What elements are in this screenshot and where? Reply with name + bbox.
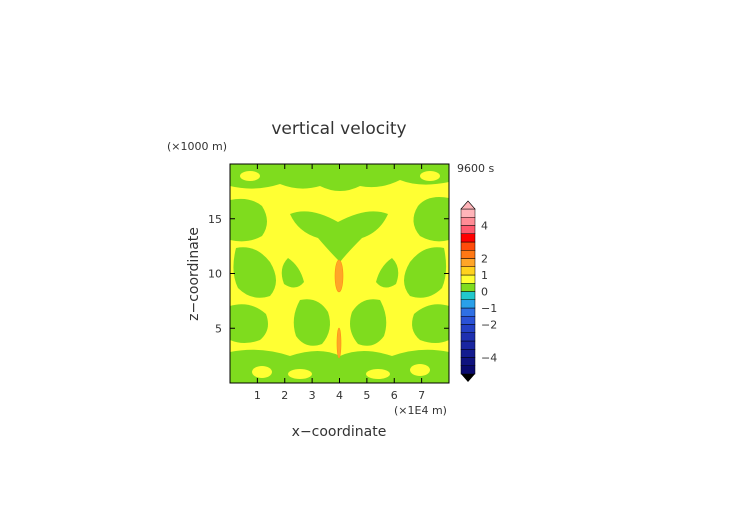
colorbar-segment	[460, 307, 476, 317]
colorbar-segment	[460, 258, 476, 267]
colorbar-segment	[460, 274, 476, 284]
x-axis-ticks: 1 2 3 4 5 6 7	[254, 164, 425, 402]
colorbar-tick-label: −2	[481, 319, 497, 332]
x-tick-label: 2	[281, 389, 288, 402]
x-tick-label: 1	[254, 389, 261, 402]
positive-pockets	[240, 171, 440, 379]
time-label: 9600 s	[457, 162, 494, 175]
colorbar-segment	[460, 266, 476, 276]
y-tick-label: 15	[208, 213, 222, 226]
x-tick-label: 6	[391, 389, 398, 402]
colorbar-segment	[460, 208, 476, 218]
colorbar-tick-label: 4	[481, 220, 488, 233]
colorbar-segment	[460, 225, 476, 234]
colorbar-segment	[460, 241, 476, 251]
x-tick-label: 5	[363, 389, 370, 402]
colorbar-segment	[460, 250, 476, 259]
x-axis-label: x−coordinate	[292, 424, 387, 440]
colorbar-segment	[460, 340, 476, 350]
colorbar-segment	[460, 365, 476, 375]
colorbar-tick-label: −1	[481, 302, 497, 315]
contour-field	[230, 164, 449, 383]
colorbar-segment	[460, 233, 476, 243]
colorbar-tick-label: 0	[481, 286, 488, 299]
y-axis-label: z−coordinate	[186, 227, 202, 321]
colorbar-segment	[460, 316, 476, 325]
colorbar-max-triangle	[460, 200, 476, 210]
colorbar-segment	[460, 217, 476, 226]
colorbar-segment	[460, 357, 476, 366]
y-axis-ticks: 5 10 15	[208, 213, 449, 335]
velocity-maxima	[334, 259, 344, 359]
colorbar-tick-label: 1	[481, 269, 488, 282]
plot-area: 1 2 3 4 5 6 7 5 10 15	[208, 163, 450, 402]
y-tick-label: 10	[208, 268, 222, 281]
x-unit-label: (×1E4 m)	[394, 404, 447, 417]
x-tick-label: 3	[309, 389, 316, 402]
colorbar-segment	[460, 349, 476, 358]
y-unit-label: (×1000 m)	[167, 140, 227, 153]
colorbar-tick-label: 2	[481, 253, 488, 266]
y-tick-label: 5	[215, 322, 222, 335]
x-tick-label: 4	[336, 389, 343, 402]
x-tick-label: 7	[418, 389, 425, 402]
negative-velocity-regions	[230, 164, 449, 383]
colorbar-segment	[460, 283, 476, 292]
colorbar-segment	[460, 324, 476, 333]
colorbar-segment	[460, 299, 476, 309]
colorbar-segment	[460, 291, 476, 300]
colorbar-segment	[460, 332, 476, 342]
colorbar-tick-label: −4	[481, 352, 497, 365]
colorbar: 4 2 1 0 −1 −2 −4	[460, 200, 497, 382]
chart-title: vertical velocity	[271, 119, 406, 139]
colorbar-min-triangle	[461, 374, 475, 382]
